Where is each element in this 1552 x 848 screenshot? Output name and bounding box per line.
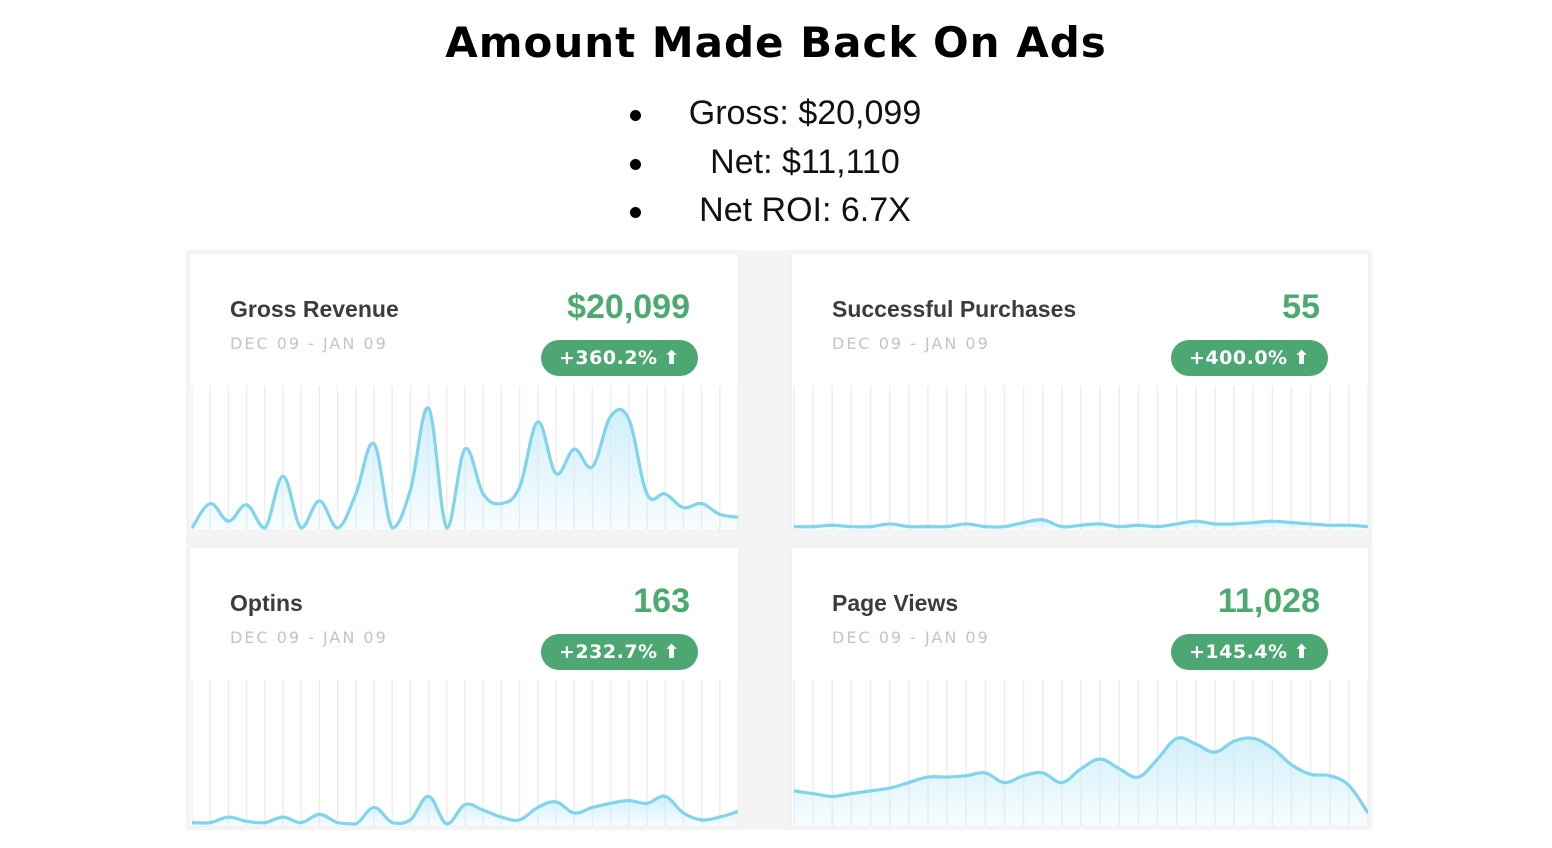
card-value: 55: [1282, 288, 1320, 326]
successful-purchases-chart: [793, 386, 1368, 530]
change-badge: +232.7% ⬆: [541, 634, 698, 670]
successful-purchases-card: Successful Purchases DEC 09 - JAN 09 55 …: [792, 254, 1368, 530]
series-line: [190, 406, 738, 530]
arrow-up-icon: ⬆: [1293, 347, 1310, 369]
bullet-icon: [630, 110, 641, 121]
summary-item-gross: Gross: $20,099: [600, 94, 960, 143]
summary-item-net: Net: $11,110: [600, 143, 960, 192]
change-badge: +400.0% ⬆: [1171, 340, 1328, 376]
card-label: Successful Purchases: [832, 296, 1077, 322]
summary-item-text: Gross: $20,099: [688, 94, 922, 132]
change-percent: +232.7%: [559, 641, 658, 663]
card-date-range: DEC 09 - JAN 09: [230, 334, 388, 353]
series-area: [192, 407, 738, 530]
page-views-card: Page Views DEC 09 - JAN 09 11,028 +145.4…: [792, 548, 1368, 826]
series-line: [793, 518, 1368, 529]
arrow-up-icon: ⬆: [1293, 641, 1310, 663]
card-date-range: DEC 09 - JAN 09: [230, 628, 388, 647]
change-percent: +400.0%: [1189, 347, 1288, 369]
arrow-up-icon: ⬆: [663, 347, 680, 369]
bullet-icon: [630, 207, 641, 218]
optins-card: Optins DEC 09 - JAN 09 163 +232.7% ⬆: [190, 548, 738, 826]
gross-revenue-chart: [190, 386, 738, 530]
card-value: 11,028: [1217, 582, 1320, 620]
card-label: Gross Revenue: [230, 296, 399, 322]
change-badge: +145.4% ⬆: [1171, 634, 1328, 670]
bullet-icon: [630, 158, 641, 170]
page-title: Amount Made Back On Ads: [445, 18, 1107, 67]
optins-chart: [191, 680, 738, 826]
change-percent: +145.4%: [1189, 641, 1288, 663]
card-value: 163: [633, 582, 690, 620]
card-date-range: DEC 09 - JAN 09: [832, 628, 990, 647]
arrow-up-icon: ⬆: [663, 641, 680, 663]
summary-item-text: Net: $11,110: [710, 142, 900, 181]
summary-item-text: Net ROI: 6.7X: [699, 191, 911, 229]
change-badge: +360.2% ⬆: [541, 340, 698, 376]
series-line: [793, 736, 1368, 814]
card-label: Optins: [230, 590, 303, 616]
card-value: $20,099: [567, 288, 690, 326]
gross-revenue-card: Gross Revenue DEC 09 - JAN 09 $20,099 +3…: [190, 254, 738, 530]
series-line: [191, 794, 738, 826]
card-label: Page Views: [832, 590, 959, 616]
change-percent: +360.2%: [559, 347, 658, 369]
summary-list: Gross: $20,099 Net: $11,110 Net ROI: 6.7…: [600, 94, 960, 240]
series-area: [794, 737, 1368, 826]
summary-item-roi: Net ROI: 6.7X: [600, 191, 960, 240]
page-views-chart: [793, 680, 1368, 826]
card-date-range: DEC 09 - JAN 09: [832, 334, 990, 353]
